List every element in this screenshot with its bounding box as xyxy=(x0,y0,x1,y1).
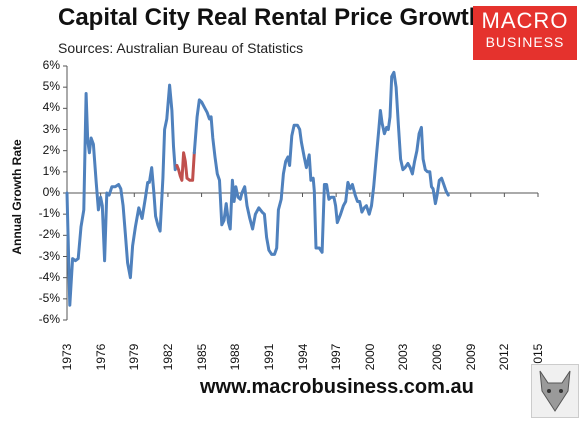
y-tick-label: 1% xyxy=(42,163,60,178)
footer-url: www.macrobusiness.com.au xyxy=(200,376,474,398)
x-tick-label: 2006 xyxy=(430,343,445,371)
x-tick-label: 1988 xyxy=(228,343,243,371)
logo-line1: MACRO xyxy=(481,8,569,33)
y-tick-label: 6% xyxy=(42,58,60,72)
series-line xyxy=(192,70,450,256)
x-tick-label: 1991 xyxy=(261,343,276,371)
y-tick-label: -1% xyxy=(38,206,60,221)
brand-logo: MACRO BUSINESS xyxy=(473,6,577,60)
logo-line2: BUSINESS xyxy=(485,34,565,50)
y-tick-label: 5% xyxy=(42,79,60,94)
wolf-logo-icon xyxy=(531,364,579,418)
chart-subtitle: Sources: Australian Bureau of Statistics xyxy=(58,40,304,56)
x-tick-label: 1973 xyxy=(60,343,74,371)
y-tick-label: 2% xyxy=(42,142,60,157)
series-line xyxy=(65,83,179,307)
y-tick-label: -3% xyxy=(38,248,60,263)
y-tick-label: -4% xyxy=(38,269,60,284)
x-tick-label: 1994 xyxy=(295,343,310,371)
chart-axes xyxy=(63,65,539,321)
x-tick-label: 1979 xyxy=(127,343,142,371)
x-tick-label: 1997 xyxy=(329,343,344,371)
x-tick-label: 1982 xyxy=(160,343,175,371)
y-tick-label: 0% xyxy=(42,185,60,199)
y-tick-label: -6% xyxy=(38,312,60,326)
x-tick-label: 1985 xyxy=(194,343,209,371)
chart-title: Capital City Real Rental Price Growth xyxy=(58,4,484,31)
y-tick-label: 4% xyxy=(42,100,60,115)
x-tick-label: 1976 xyxy=(93,343,108,371)
y-tick-label: -2% xyxy=(38,227,60,242)
x-tick-label: 2003 xyxy=(396,343,411,371)
y-tick-label: 3% xyxy=(42,121,60,136)
x-tick-label: 2009 xyxy=(463,343,478,371)
y-tick-label: -5% xyxy=(38,290,60,305)
chart-series xyxy=(65,70,450,307)
series-line xyxy=(175,151,196,182)
x-tick-label: 2000 xyxy=(362,343,377,371)
x-tick-label: 2012 xyxy=(497,343,512,371)
